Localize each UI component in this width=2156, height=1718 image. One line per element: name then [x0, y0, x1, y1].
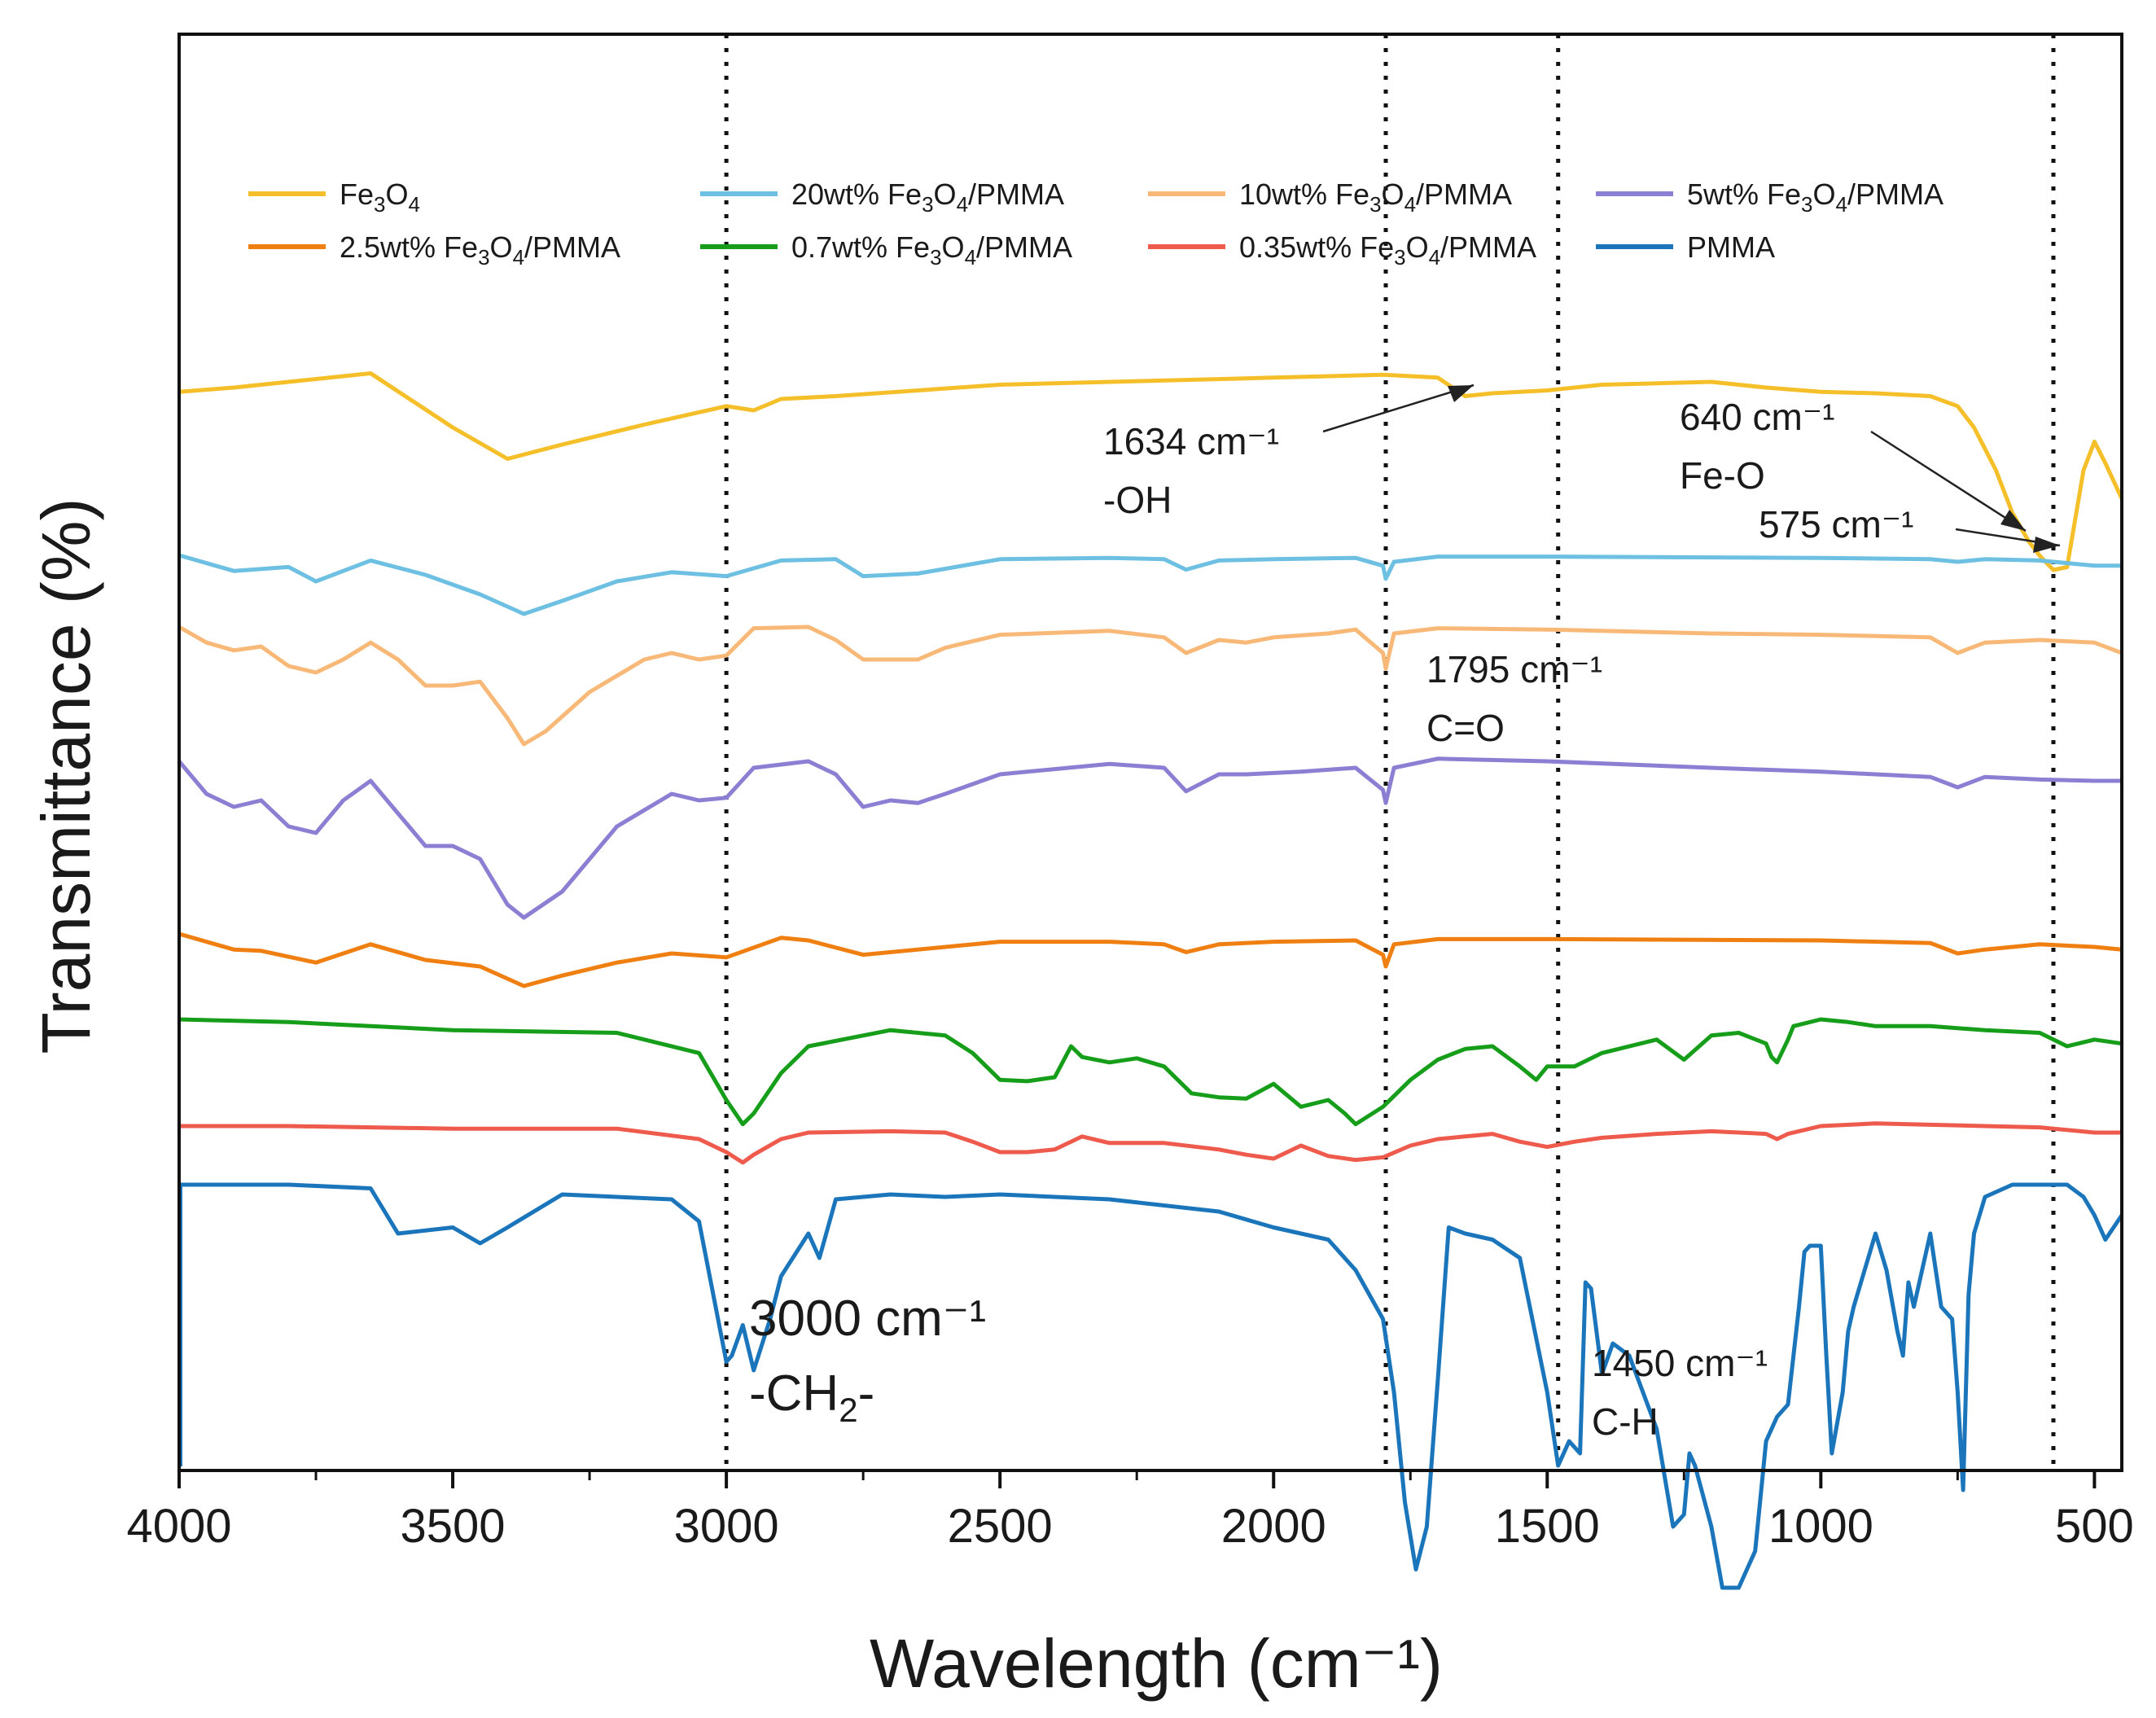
x-tick-label: 3000 [674, 1500, 779, 1553]
annotation-oh-wavenumber: 1634 cm⁻¹ [1103, 420, 1279, 462]
annotation-feo-arrowhead-575 [2033, 537, 2060, 553]
x-axis-title: Wavelength (cm⁻¹) [870, 1625, 1443, 1702]
legend-label: 10wt% Fe3O4/PMMA [1239, 177, 1512, 217]
annotation-co-wavenumber: 1795 cm⁻¹ [1426, 648, 1602, 690]
series-line-1 [178, 553, 2122, 616]
annotation-oh-arrowhead [1448, 385, 1474, 402]
annotation-co-group: C=O [1426, 707, 1505, 749]
annotation-ch2-group: -CH2- [749, 1365, 874, 1429]
annotation-feo: 640 cm⁻¹ Fe-O 575 cm⁻¹ [1680, 396, 2061, 553]
spectra-series [177, 371, 2124, 1590]
x-tick-label: 1000 [1768, 1500, 1873, 1553]
annotation-feo-wavenumber-640: 640 cm⁻¹ [1680, 396, 1834, 438]
annotation-ch2-group-pre: -CH [749, 1365, 839, 1422]
annotation-feo-wavenumber-575: 575 cm⁻¹ [1759, 503, 1913, 546]
legend-label: Fe3O4 [340, 177, 420, 217]
series-line-3 [177, 756, 2122, 920]
x-tick-label: 2500 [948, 1500, 1053, 1553]
annotation-feo-arrow-640 [1870, 430, 2027, 532]
reference-lines [724, 34, 2056, 1470]
annotation-oh-arrow [1322, 383, 1475, 433]
annotation-ch2: 3000 cm⁻¹ -CH2- [749, 1291, 986, 1429]
legend-label: 0.35wt% Fe3O4/PMMA [1239, 230, 1536, 270]
x-tick-label: 500 [2055, 1500, 2134, 1553]
annotation-ch2-wavenumber: 3000 cm⁻¹ [749, 1291, 986, 1347]
legend-label: PMMA [1687, 230, 1775, 264]
annotation-ch2-group-post: - [858, 1365, 875, 1422]
annotation-ch-group: C-H [1592, 1400, 1659, 1443]
legend-label: 5wt% Fe3O4/PMMA [1687, 177, 1943, 217]
annotation-feo-group: Fe-O [1680, 454, 1765, 497]
annotation-oh: 1634 cm⁻¹ -OH [1103, 383, 1475, 521]
annotation-oh-group: -OH [1103, 479, 1172, 521]
annotation-ch2-group-sub: 2 [839, 1391, 857, 1429]
legend-label: 0.7wt% Fe3O4/PMMA [791, 230, 1072, 270]
annotation-ch-wavenumber: 1450 cm⁻¹ [1592, 1342, 1768, 1384]
series-line-6 [179, 1121, 2122, 1165]
legend-label: 20wt% Fe3O4/PMMA [791, 177, 1064, 217]
x-axis-ticks: 4000 3500 3000 2500 2000 1500 1000 500 [126, 1470, 2134, 1553]
annotation-ch: 1450 cm⁻¹ C-H [1592, 1342, 1768, 1443]
series-line-5 [178, 1017, 2123, 1127]
y-axis-title: Transmittance (%) [28, 497, 104, 1054]
series-line-2 [177, 625, 2123, 747]
legend: Fe3O4 20wt% Fe3O4/PMMA 10wt% Fe3O4/PMMA 5w… [248, 177, 1943, 270]
x-tick-label: 4000 [126, 1500, 231, 1553]
x-tick-label: 3500 [401, 1500, 506, 1553]
series-line-4 [178, 931, 2123, 988]
plot-frame [177, 33, 2123, 1472]
x-tick-label: 2000 [1221, 1500, 1326, 1553]
x-tick-label: 1500 [1495, 1500, 1600, 1553]
annotation-co: 1795 cm⁻¹ C=O [1426, 648, 1602, 749]
series-line-7 [179, 1182, 2124, 1590]
legend-label: 2.5wt% Fe3O4/PMMA [340, 230, 620, 270]
annotation-feo-arrowhead-640 [2000, 510, 2026, 531]
